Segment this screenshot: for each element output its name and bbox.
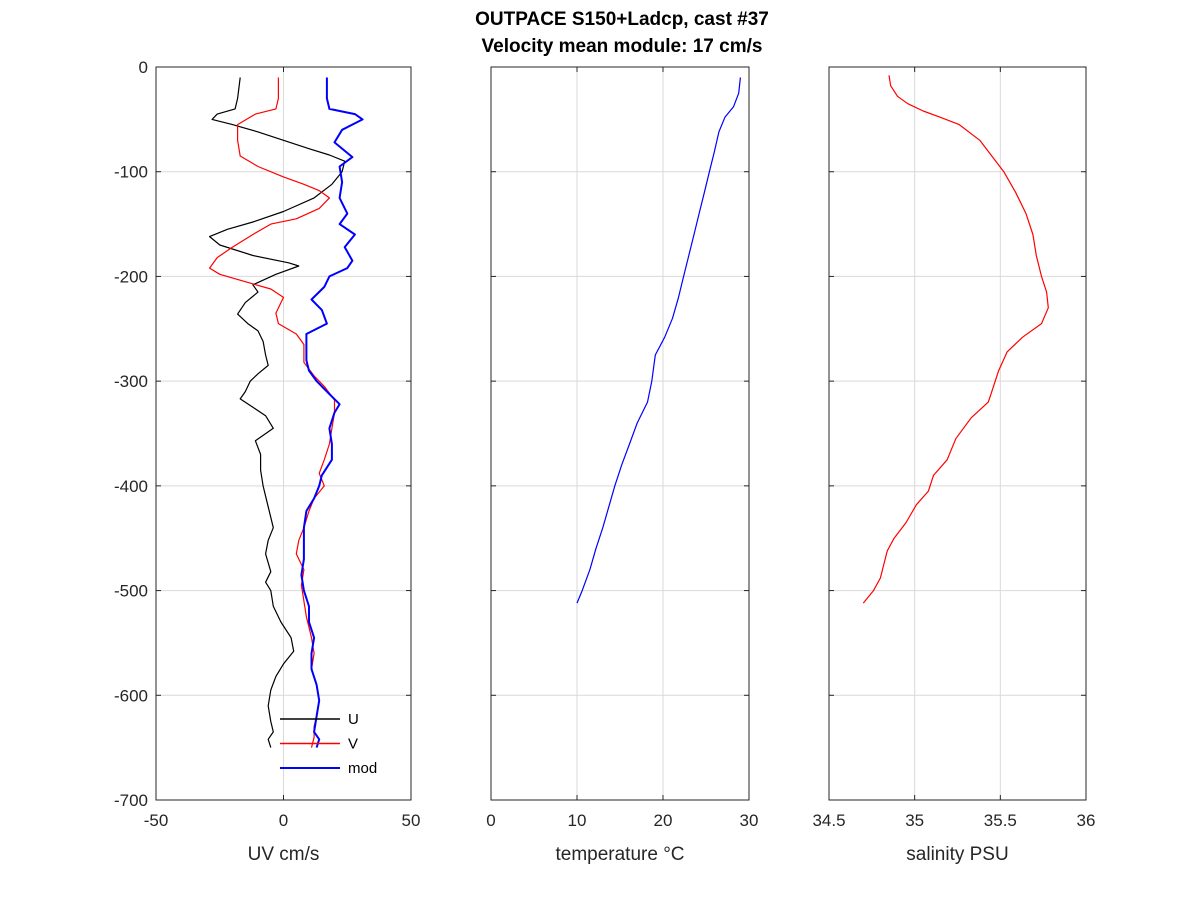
chart-title-line-2: Velocity mean module: 17 cm/s	[482, 36, 763, 57]
x-tick-label: 34.5	[812, 811, 845, 830]
y-tick-label: -400	[114, 477, 148, 496]
series-line-mod	[300, 77, 364, 748]
series-line-panel-2	[576, 77, 741, 604]
y-tick-label: 0	[139, 58, 148, 77]
x-tick-label: 50	[402, 811, 421, 830]
y-tick-label: -200	[114, 267, 148, 286]
x-tick-label: 35.5	[984, 811, 1017, 830]
series-line-panel-3	[862, 75, 1049, 604]
x-axis-label: salinity PSU	[906, 844, 1008, 865]
panel-2: 0 10 20 30 temperature °C	[486, 66, 759, 865]
x-tick-label: 36	[1077, 811, 1096, 830]
y-tick-label: -500	[114, 582, 148, 601]
y-tick-label: -100	[114, 163, 148, 182]
series-line-v	[209, 77, 336, 748]
x-tick-label: 35	[905, 811, 924, 830]
x-tick-label: 0	[486, 811, 495, 830]
y-tick-label: -700	[114, 791, 148, 810]
panel-3: 34.5 35 35.5 36 salinity PSU	[812, 66, 1096, 865]
chart-title-line-1: OUTPACE S150+Ladcp, cast #37	[475, 9, 769, 30]
x-tick-label: 10	[568, 811, 587, 830]
legend-label-mod: mod	[348, 760, 377, 777]
x-tick-label: -50	[144, 811, 169, 830]
x-axis-label: temperature °C	[555, 844, 684, 865]
y-tick-label: -600	[114, 686, 148, 705]
legend-label-v: V	[348, 736, 358, 753]
x-tick-label: 30	[740, 811, 759, 830]
y-tick-label: -300	[114, 372, 148, 391]
axes-box	[490, 66, 750, 801]
x-axis-label: UV cm/s	[248, 844, 320, 865]
axes-box	[828, 66, 1087, 801]
x-tick-label: 20	[654, 811, 673, 830]
legend-label-u: U	[348, 711, 359, 728]
x-tick-label: 0	[279, 811, 288, 830]
